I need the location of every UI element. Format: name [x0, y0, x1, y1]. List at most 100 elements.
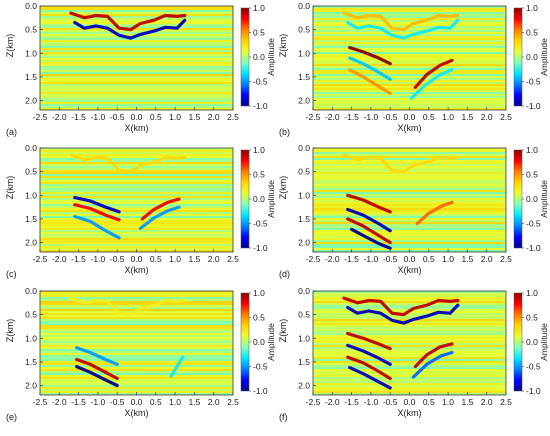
reflector-right-dip [413, 342, 454, 369]
reflector-surface-upper [342, 11, 460, 32]
colorbar-tick-label: 0.0 [253, 52, 265, 62]
noise-stripe [313, 172, 506, 174]
noise-stripe [40, 10, 233, 12]
noise-stripe [40, 307, 233, 309]
reflector-left-wedge-2 [348, 56, 392, 81]
reflector-right-dip-2 [411, 350, 454, 379]
noise-stripe [40, 188, 233, 190]
noise-stripe [40, 96, 233, 98]
noise-stripe [40, 16, 233, 18]
noise-stripe [40, 158, 233, 160]
noise-stripe [313, 303, 506, 305]
noise-stripe [313, 52, 506, 54]
x-tick-label: -2.5 [306, 397, 321, 407]
x-tick-label: 2.5 [500, 112, 512, 122]
noise-stripe [40, 104, 233, 106]
noise-stripe [40, 170, 233, 172]
x-tick-label: 1.5 [461, 112, 473, 122]
x-tick-label: 0.5 [423, 254, 435, 264]
colorbar-label: Amplitude [539, 323, 549, 361]
colorbar-tick-label: -1.0 [253, 386, 268, 396]
y-axis-label: Z(km) [278, 34, 288, 58]
noise-stripe [40, 48, 233, 50]
y-tick-label: 0.0 [298, 1, 310, 11]
noise-stripe [313, 32, 506, 34]
y-axis-label: Z(km) [5, 319, 15, 343]
y-tick-label: 0.0 [25, 143, 37, 153]
noise-stripe [313, 170, 506, 172]
colorbar-label: Amplitude [266, 180, 276, 218]
colorbar-tick-label: -0.5 [526, 77, 541, 87]
noise-stripe [40, 333, 233, 335]
noise-stripe [313, 80, 506, 82]
noise-stripe [40, 321, 233, 323]
noise-stripe [313, 22, 506, 24]
noise-stripe [313, 232, 506, 234]
colorbar-tick-label: -0.5 [526, 362, 541, 372]
noise-stripe [313, 194, 506, 196]
reflector-left-wedge-1 [75, 346, 119, 366]
noise-stripe [313, 14, 506, 16]
noise-stripe [40, 152, 233, 154]
x-tick-label: 0.0 [404, 254, 416, 264]
noise-stripe [40, 78, 233, 80]
reflector-surface-upper [342, 296, 460, 317]
noise-stripe [313, 6, 506, 8]
colorbar-tick-label: 0.0 [526, 337, 538, 347]
noise-stripe [40, 315, 233, 317]
y-tick-label: 1.5 [298, 214, 310, 224]
noise-stripe [313, 367, 506, 369]
x-tick-label: 0.5 [150, 254, 162, 264]
y-tick-label: 2.0 [298, 238, 310, 248]
x-tick-label: 0.5 [150, 397, 162, 407]
noise-stripe [40, 226, 233, 228]
y-tick-label: 0.0 [298, 143, 310, 153]
noise-stripe [40, 335, 233, 337]
noise-stripe [313, 58, 506, 60]
x-tick-label: -1.0 [364, 397, 379, 407]
noise-stripe [40, 44, 233, 46]
noise-stripe [313, 244, 506, 246]
noise-stripe [40, 341, 233, 343]
noise-stripe [40, 84, 233, 86]
x-tick-label: -1.0 [364, 254, 379, 264]
x-tick-label: -2.0 [325, 254, 340, 264]
noise-stripe [40, 204, 233, 206]
noise-stripe [313, 389, 506, 391]
colorbar [240, 7, 250, 107]
reflector-left-wedge-3 [348, 68, 392, 96]
colorbar-tick-label: -1.0 [253, 243, 268, 253]
x-tick-label: 1.5 [188, 397, 200, 407]
noise-stripe [313, 88, 506, 90]
noise-stripe [313, 160, 506, 162]
x-tick-label: -1.5 [344, 397, 359, 407]
colorbar-label: Amplitude [539, 38, 549, 76]
x-tick-label: 1.0 [442, 112, 454, 122]
events-layer [69, 296, 187, 388]
noise-stripe [40, 303, 233, 305]
noise-stripe [40, 200, 233, 202]
noise-stripe [40, 190, 233, 192]
noise-stripe [313, 28, 506, 30]
y-tick-label: 0.5 [25, 25, 37, 35]
reflector-right-dip-2 [138, 205, 181, 230]
noise-stripe [40, 220, 233, 222]
noise-stripe [313, 355, 506, 357]
reflector-right-dip [415, 200, 454, 226]
noise-stripe [313, 323, 506, 325]
noise-stripe [40, 214, 233, 216]
noise-stripe [40, 224, 233, 226]
reflector-left-wedge-2 [346, 207, 392, 233]
noise-stripe [313, 186, 506, 188]
events-layer [69, 153, 187, 240]
noise-stripe [313, 18, 506, 20]
noise-stripe [313, 84, 506, 86]
noise-stripe [313, 305, 506, 307]
y-tick-label: 1.0 [298, 190, 310, 200]
noise-stripe [40, 375, 233, 377]
noise-stripe [40, 331, 233, 333]
noise-stripe [313, 293, 506, 295]
y-tick-label: 0.0 [25, 286, 37, 296]
noise-stripe [313, 48, 506, 50]
